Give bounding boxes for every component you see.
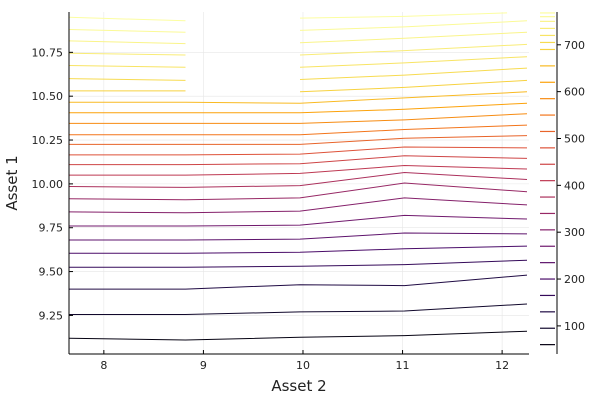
grid	[69, 12, 529, 354]
contour-line	[69, 155, 528, 166]
contour-line	[299, 12, 508, 19]
x-tick-label: 8	[100, 359, 107, 372]
contour-line	[69, 274, 528, 290]
x-tick-label: 12	[495, 359, 509, 372]
colorbar-tick-label: 300	[564, 226, 585, 239]
y-tick-label: 9.25	[39, 309, 64, 322]
contour-line	[68, 197, 528, 214]
contour-line	[69, 245, 528, 254]
contour-line	[68, 182, 528, 201]
contour-line	[69, 102, 528, 114]
contour-line	[299, 56, 528, 68]
x-tick-label: 10	[296, 359, 310, 372]
contour-line	[69, 135, 528, 145]
colorbar-tick-label: 200	[564, 273, 585, 286]
contour-line	[69, 259, 528, 268]
colorbar-tick-label: 500	[564, 132, 585, 145]
contour-line	[69, 164, 528, 176]
contour-line	[68, 52, 186, 56]
contour-line	[299, 79, 528, 93]
axes-frame	[68, 12, 529, 355]
colorbar: 100 200 300 400 500 600 700	[540, 12, 585, 354]
y-tick-label: 9.50	[39, 266, 64, 279]
y-tick-label: 10.50	[32, 90, 64, 103]
contour-line	[299, 31, 528, 44]
contour-line	[299, 67, 528, 80]
contour-line	[69, 232, 528, 241]
colorbar-tick-label: 700	[564, 39, 585, 52]
contour-lines	[68, 12, 528, 341]
contour-line	[299, 43, 528, 56]
colorbar-tick-label: 100	[564, 320, 585, 333]
y-tick-label: 9.75	[39, 222, 64, 235]
contour-line	[68, 40, 186, 45]
contour-line	[68, 171, 528, 188]
contour-line	[69, 146, 528, 156]
contour-line	[68, 29, 186, 33]
x-axis-label: Asset 2	[271, 377, 326, 395]
x-tick-label: 11	[396, 359, 410, 372]
contour-line	[69, 214, 528, 227]
x-axis-ticks: 8 9 10 11 12	[100, 350, 509, 372]
y-tick-label: 10.00	[32, 178, 64, 191]
contour-line	[69, 124, 528, 136]
y-tick-label: 10.25	[32, 134, 64, 147]
contour-line	[68, 78, 186, 81]
contour-line	[69, 303, 528, 315]
contour-line	[299, 20, 528, 31]
colorbar-tick-label: 400	[564, 179, 585, 192]
contour-line	[68, 65, 186, 68]
colorbar-tick-label: 600	[564, 86, 585, 99]
contour-line	[68, 16, 186, 22]
contour-line	[69, 91, 528, 104]
y-axis-label: Asset 1	[3, 155, 21, 210]
y-axis-ticks: 9.25 9.50 9.75 10.00 10.25 10.50 10.75	[32, 46, 73, 322]
contour-line	[68, 330, 528, 341]
y-tick-label: 10.75	[32, 46, 64, 59]
x-tick-label: 9	[200, 359, 207, 372]
contour-line	[69, 113, 528, 124]
